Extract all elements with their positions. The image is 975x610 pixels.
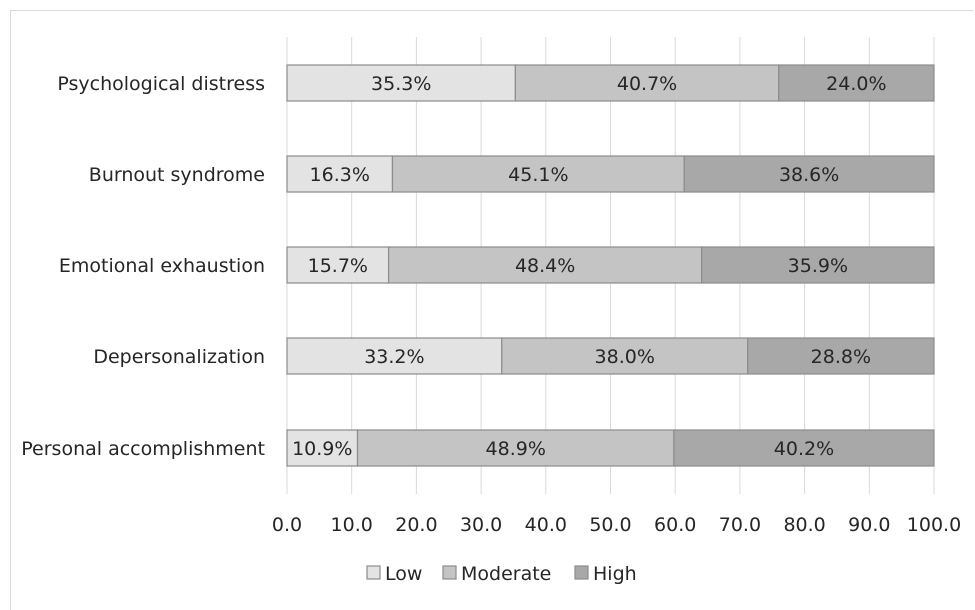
category-label: Psychological distress [57,73,265,95]
x-tick-label: 70.0 [719,514,761,536]
bar-segment-low [286,64,516,102]
data-label: 10.9% [292,438,352,460]
category-label: Burnout syndrome [89,164,265,186]
legend-swatch-low [366,565,381,580]
bar-segment-low [286,246,390,284]
data-label: 33.2% [364,346,424,368]
category-label: Emotional exhaustion [59,255,265,277]
bar-segment-moderate [356,429,675,467]
bar-segment-high [778,64,935,102]
legend: Low Moderate High [366,563,637,585]
x-tick-label: 10.0 [331,514,373,536]
data-label: 16.3% [310,164,370,186]
bar-segment-moderate [391,155,685,193]
data-label: 45.1% [508,164,568,186]
data-label: 24.0% [826,73,886,95]
x-tick-label: 0.0 [272,514,302,536]
bar-segment-moderate [387,246,703,284]
bar-segment-high [683,155,935,193]
bar-segment-moderate [501,337,749,375]
bar-segment-high [673,429,935,467]
category-label: Depersonalization [93,346,265,368]
data-label: 38.0% [595,346,655,368]
category-label: Personal accomplishment [21,438,265,460]
x-tick-label: 50.0 [589,514,631,536]
legend-label-high: High [593,563,637,585]
data-label: 15.7% [308,255,368,277]
legend-swatch-high [574,565,589,580]
data-label: 40.7% [617,73,677,95]
data-label: 35.9% [788,255,848,277]
bar-segment-low [286,429,359,467]
x-tick-label: 30.0 [460,514,502,536]
bar-segment-moderate [514,64,780,102]
x-tick-label: 40.0 [525,514,567,536]
x-tick-label: 60.0 [654,514,696,536]
bar-segment-low [286,155,394,193]
x-tick-label: 90.0 [848,514,890,536]
bar-segment-high [701,246,935,284]
data-label: 48.9% [486,438,546,460]
x-tick-label: 100.0 [907,514,961,536]
data-label: 40.2% [774,438,834,460]
legend-swatch-moderate [442,565,457,580]
x-tick-label: 20.0 [395,514,437,536]
data-label: 38.6% [779,164,839,186]
legend-label-moderate: Moderate [461,563,551,585]
bars: 35.3% 40.7% 24.0% 16.3% 45.1% 38.6% 15.7% 48.4%… [286,64,935,467]
bar-segment-low [286,337,503,375]
data-label: 48.4% [515,255,575,277]
value-axis: 0.0 10.0 20.0 30.0 40.0 50.0 60.0 70.0 80.0 90.0 1… [272,514,961,536]
x-tick-label: 80.0 [783,514,825,536]
data-label: 35.3% [371,73,431,95]
data-label: 28.8% [811,346,871,368]
legend-label-low: Low [385,563,422,585]
chart-frame [10,10,973,610]
category-axis: Psychological distress Burnout syndrome Em… [21,73,265,460]
bar-segment-high [747,337,935,375]
